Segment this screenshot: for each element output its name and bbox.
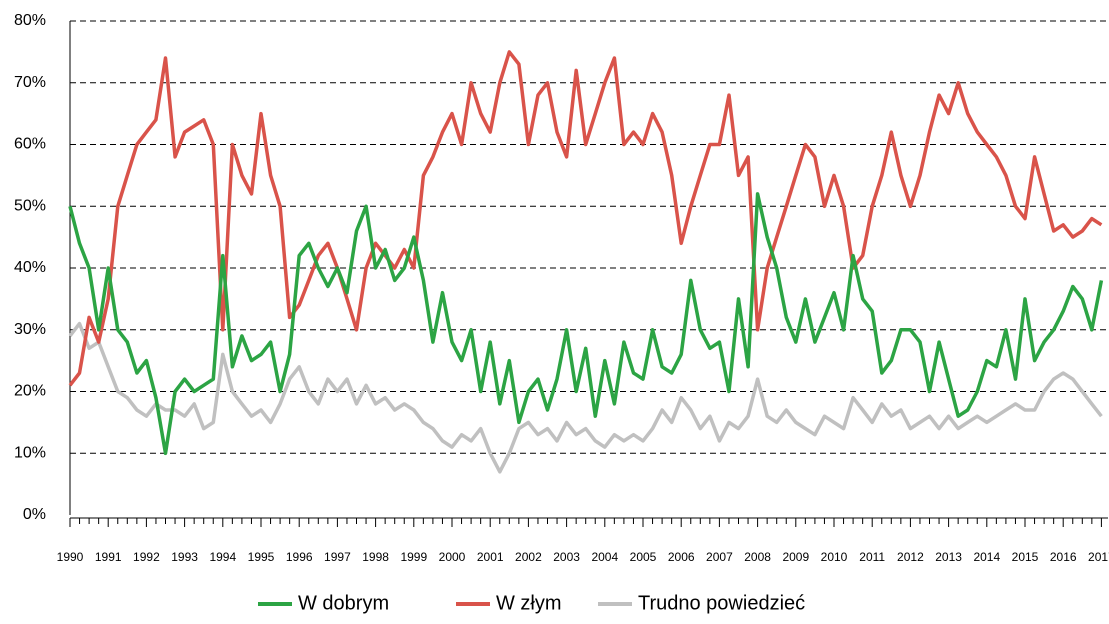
x-tick-label: 1993 xyxy=(171,550,198,564)
x-tick-label: 1995 xyxy=(248,550,275,564)
x-tick-label: 2003 xyxy=(553,550,580,564)
x-tick-label: 2013 xyxy=(935,550,962,564)
x-tick-label: 2005 xyxy=(630,550,657,564)
y-tick-label: 30% xyxy=(14,321,46,338)
x-tick-label: 2010 xyxy=(821,550,848,564)
x-tick-label: 2008 xyxy=(744,550,771,564)
legend-label: W dobrym xyxy=(298,592,389,614)
x-tick-label: 1999 xyxy=(400,550,427,564)
x-tick-label: 2007 xyxy=(706,550,733,564)
x-tick-label: 1990 xyxy=(57,550,84,564)
x-tick-label: 1997 xyxy=(324,550,351,564)
series-line xyxy=(68,192,1104,456)
x-tick-label: 2000 xyxy=(439,550,466,564)
x-tick-label: 2012 xyxy=(897,550,924,564)
y-tick-label: 80% xyxy=(14,12,46,29)
y-tick-label: 40% xyxy=(14,259,46,276)
x-tick-label: 1998 xyxy=(362,550,389,564)
series-line xyxy=(68,50,1103,387)
x-tick-label: 2016 xyxy=(1050,550,1077,564)
x-tick-label: 2002 xyxy=(515,550,542,564)
x-tick-label: 2015 xyxy=(1012,550,1039,564)
y-tick-label: 0% xyxy=(23,506,46,523)
x-tick-label: 1994 xyxy=(209,550,236,564)
x-tick-label: 2017 xyxy=(1088,550,1109,564)
x-tick-label: 2009 xyxy=(782,550,809,564)
legend-label: W złym xyxy=(496,592,562,614)
x-tick-label: 2014 xyxy=(973,550,1000,564)
y-tick-label: 60% xyxy=(14,136,46,153)
y-tick-label: 10% xyxy=(14,444,46,461)
series-line xyxy=(68,321,1103,474)
legend-label: Trudno powiedzieć xyxy=(638,592,805,614)
y-tick-label: 70% xyxy=(14,74,46,91)
y-tick-label: 50% xyxy=(14,197,46,214)
x-tick-label: 1991 xyxy=(95,550,122,564)
x-tick-label: 1996 xyxy=(286,550,313,564)
x-tick-label: 2006 xyxy=(668,550,695,564)
y-tick-label: 20% xyxy=(14,383,46,400)
x-tick-label: 2011 xyxy=(859,550,885,564)
x-tick-label: 1992 xyxy=(133,550,160,564)
x-tick-label: 2001 xyxy=(477,550,504,564)
x-tick-label: 2004 xyxy=(591,550,618,564)
